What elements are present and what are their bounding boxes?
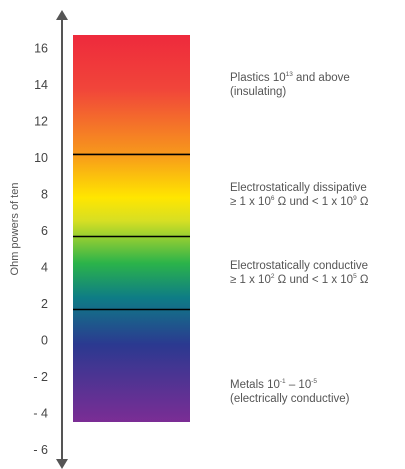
tick-label: 2 xyxy=(41,297,48,311)
resistance-spectrum-bar xyxy=(73,35,190,422)
tick-label: 0 xyxy=(41,334,48,348)
band-dissipative-description: Electrostatically dissipative ≥ 1 x 106 … xyxy=(230,181,369,209)
band-insulating-line2: (insulating) xyxy=(230,86,287,98)
band-metals-description: Metals 10-1 – 10-5 (electrically conduct… xyxy=(230,378,350,406)
band-metals-line1: Metals 10-1 – 10-5 xyxy=(230,378,317,391)
tick-label: 12 xyxy=(34,115,48,129)
band-conductive-line2: ≥ 1 x 102 Ω und < 1 x 105 Ω xyxy=(230,273,369,286)
tick-label: - 4 xyxy=(33,407,48,421)
tick-label: 4 xyxy=(41,261,48,275)
band-insulating-line1: Plastics 1013 and above xyxy=(230,71,350,84)
band-metals-line2: (electrically conductive) xyxy=(230,393,350,405)
tick-label: - 6 xyxy=(33,443,48,457)
tick-labels: 16 14 12 10 8 6 4 2 0 - 2 - 4 - 6 xyxy=(33,42,48,458)
band-dissipative-line2: ≥ 1 x 106 Ω und < 1 x 109 Ω xyxy=(230,195,369,208)
axis-arrow-down-icon xyxy=(56,459,68,469)
tick-label: 14 xyxy=(34,78,48,92)
band-insulating-description: Plastics 1013 and above (insulating) xyxy=(230,71,350,99)
tick-label: 6 xyxy=(41,224,48,238)
threshold-lines xyxy=(73,153,190,311)
tick-label: 10 xyxy=(34,151,48,165)
band-conductive-description: Electrostatically conductive ≥ 1 x 102 Ω… xyxy=(230,259,369,287)
tick-label: - 2 xyxy=(33,370,48,384)
band-conductive-line1: Electrostatically conductive xyxy=(230,260,369,272)
tick-label: 16 xyxy=(34,42,48,56)
axis-arrow-up-icon xyxy=(56,10,68,20)
band-dissipative-line1: Electrostatically dissipative xyxy=(230,182,367,194)
tick-label: 8 xyxy=(41,188,48,202)
axis-title: Ohm powers of ten xyxy=(9,183,21,276)
